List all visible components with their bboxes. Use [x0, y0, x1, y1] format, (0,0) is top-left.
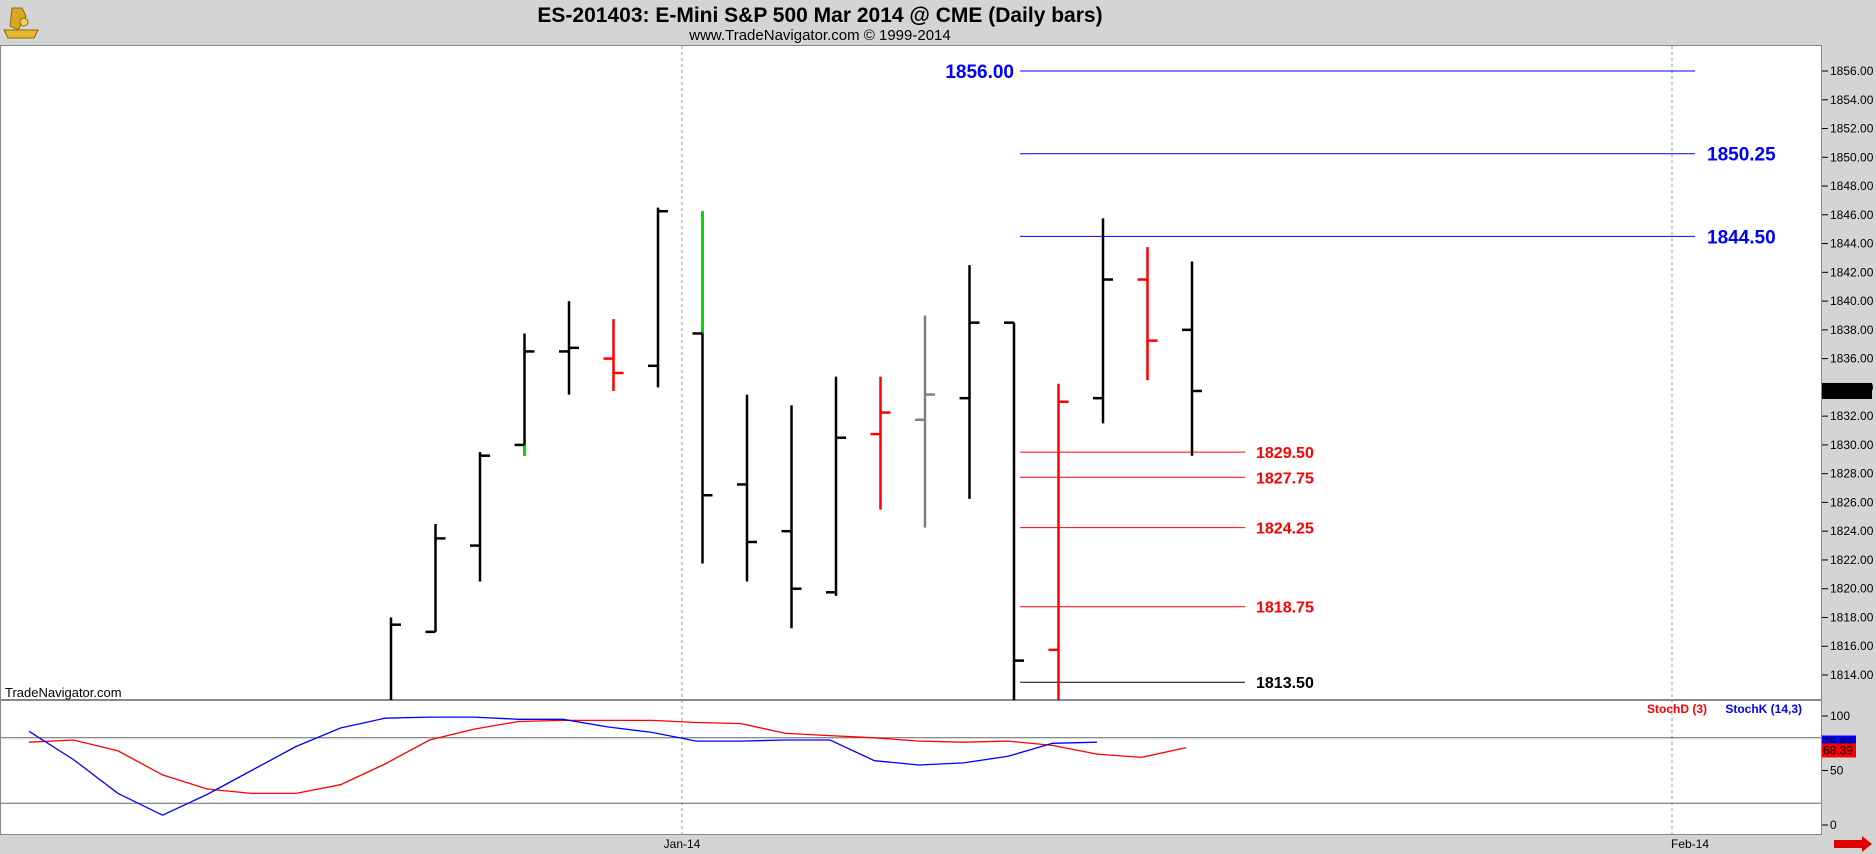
price-axis-band — [1822, 45, 1876, 835]
y-tick-label: 1856.00 — [1830, 64, 1874, 78]
stoch-reference-lines — [1, 737, 1821, 804]
y-tick-label: 1828.00 — [1830, 467, 1874, 481]
level-label: 1844.50 — [1707, 227, 1776, 248]
stoch-value-label: 68.39 — [1823, 743, 1853, 757]
legend-stochk: StochK (14,3) — [1725, 702, 1802, 716]
ohlc-bar — [870, 376, 891, 510]
y-tick-label: 1816.00 — [1830, 639, 1874, 653]
ohlc-bar — [915, 315, 935, 528]
stoch-axis: 0 50 100 — [1822, 709, 1850, 832]
y-tick-label: 1836.00 — [1830, 352, 1874, 366]
ohlc-bar — [559, 301, 579, 395]
last-price-box — [1822, 382, 1872, 399]
y-tick-label: 1846.00 — [1830, 208, 1874, 222]
level-label: 1818.75 — [1256, 600, 1314, 617]
y-tick-label: 1844.00 — [1830, 237, 1874, 251]
ohlc-bar — [1137, 247, 1158, 381]
ohlc-bar — [737, 394, 757, 582]
level-label: 1829.50 — [1256, 445, 1314, 462]
ohlc-bar — [603, 319, 624, 391]
ohlc-bar — [648, 207, 668, 388]
y-tick-label: 1852.00 — [1830, 122, 1874, 136]
ohlc-bar — [959, 265, 980, 499]
level-label: 1856.00 — [945, 62, 1014, 83]
legend-stochd: StochD (3) — [1647, 702, 1707, 716]
y-tick-label: 1850.00 — [1830, 150, 1874, 164]
ohlc-bar — [692, 211, 713, 564]
stoch-value-box — [1822, 743, 1856, 758]
header-band — [0, 0, 1876, 45]
stoch-lines — [28, 716, 1187, 816]
y-tick-label: 1830.00 — [1830, 438, 1874, 452]
y-tick-label: 1854.00 — [1830, 93, 1874, 107]
ohlc-bar — [514, 333, 535, 456]
level-label: 1850.25 — [1707, 145, 1776, 166]
last-price-flag: 1833.75 — [1822, 382, 1872, 399]
stochk-line — [28, 716, 1098, 816]
right-arrow-icon[interactable] — [1834, 836, 1872, 852]
ohlc-bars — [389, 207, 1202, 700]
stoch-y-label: 0 — [1830, 818, 1837, 832]
y-tick-label: 1826.00 — [1830, 495, 1874, 509]
ohlc-bar — [1182, 261, 1202, 456]
time-axis-band — [0, 835, 1876, 854]
ohlc-bar — [1004, 321, 1024, 700]
ohlc-bar — [425, 524, 446, 634]
last-price-label: 1833.75 — [1824, 384, 1868, 398]
y-tick-label: 1840.00 — [1830, 294, 1874, 308]
ohlc-bar — [1093, 218, 1113, 424]
stoch-panel-frame — [0, 700, 1822, 835]
price-axis: 1814.00 1816.00 1818.00 1820.00 1822.00 1824.… — [1822, 64, 1874, 682]
y-tick-label: 1838.00 — [1830, 323, 1874, 337]
chart-title: ES-201403: E-Mini S&P 500 Mar 2014 @ CME… — [537, 4, 1102, 27]
level-label: 1827.75 — [1256, 470, 1314, 487]
ohlc-bar — [389, 617, 401, 700]
price-panel-frame — [0, 45, 1822, 700]
y-tick-label: 1814.00 — [1830, 668, 1874, 682]
ohlc-bar — [781, 405, 802, 629]
level-label: 1824.25 — [1256, 521, 1314, 538]
x-label-feb: Feb-14 — [1671, 837, 1709, 851]
y-tick-label: 1848.00 — [1830, 179, 1874, 193]
y-tick-label: 1818.00 — [1830, 610, 1874, 624]
y-tick-label: 1832.00 — [1830, 409, 1874, 423]
level-label: 1813.50 — [1256, 675, 1314, 692]
chart-subtitle: www.TradeNavigator.com © 1999-2014 — [688, 27, 950, 44]
ohlc-bar — [826, 376, 846, 596]
y-tick-label: 1824.00 — [1830, 524, 1874, 538]
price-levels: 1856.00 1850.25 1844.50 1829.50 1827.75 1824.… — [945, 62, 1776, 692]
stoch-y-label: 50 — [1830, 764, 1844, 778]
x-label-jan: Jan-14 — [664, 837, 701, 851]
tradenavigator-logo-icon — [3, 7, 39, 39]
ohlc-bar — [470, 452, 490, 582]
stochd-line — [28, 719, 1187, 795]
ohlc-bar — [1048, 383, 1069, 700]
y-tick-label: 1822.00 — [1830, 553, 1874, 567]
y-tick-label: 1842.00 — [1830, 265, 1874, 279]
watermark-text: TradeNavigator.com — [5, 685, 122, 700]
y-tick-label: 1820.00 — [1830, 582, 1874, 596]
stoch-y-label: 100 — [1830, 709, 1850, 723]
